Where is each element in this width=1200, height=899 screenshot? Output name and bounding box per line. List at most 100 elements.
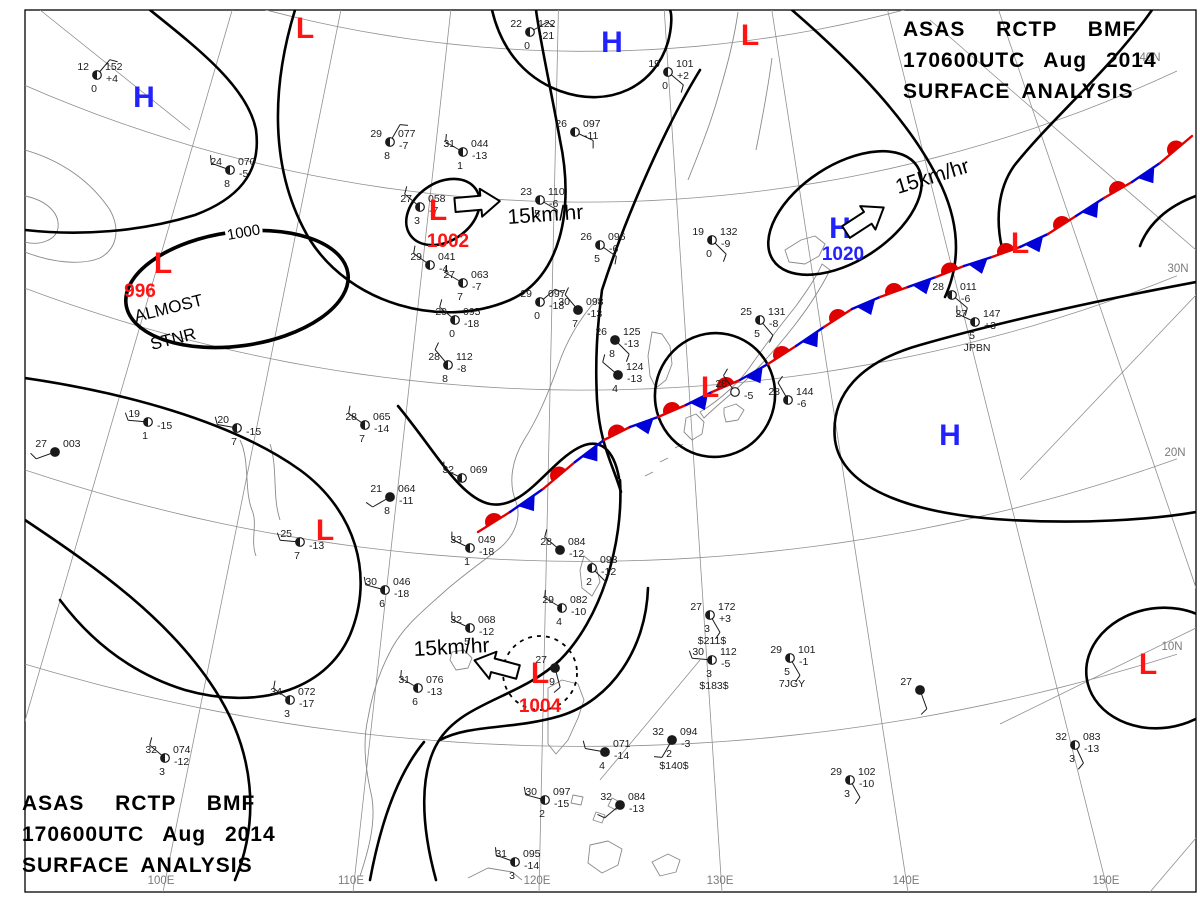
station-dewpoint: 0 xyxy=(449,328,455,340)
station-pressure: 132 xyxy=(720,226,738,238)
station-temp: 31 xyxy=(398,674,410,686)
warm-front-symbol xyxy=(717,377,735,390)
station-change: -18 xyxy=(479,546,494,558)
station-dewpoint: 4 xyxy=(599,760,605,772)
station-change: -10 xyxy=(859,778,874,790)
warm-front-symbol xyxy=(1053,216,1070,230)
cold-front-symbol xyxy=(968,258,988,274)
isobar-line xyxy=(25,518,252,882)
station-temp: 25 xyxy=(740,306,752,318)
wind-barb-feather xyxy=(434,342,439,350)
isobar-line xyxy=(368,740,426,882)
movement-arrows xyxy=(453,187,885,680)
parallel-line xyxy=(264,10,906,52)
wind-barb-feather xyxy=(769,335,774,343)
wind-barb-feather xyxy=(1077,762,1084,770)
station-plot: 34 072-17 3 xyxy=(270,680,316,720)
station-circle-half xyxy=(465,623,470,633)
station-change: -14 xyxy=(614,750,629,762)
longitude-label: 100E xyxy=(148,875,175,887)
station-dewpoint: 3 xyxy=(509,870,515,882)
wind-barb-feather xyxy=(523,786,527,795)
station-pressure: 072 xyxy=(298,686,316,698)
station-temp: 25 xyxy=(280,528,292,540)
station-dewpoint: 3 xyxy=(284,708,290,720)
station-temp: 28 xyxy=(768,386,780,398)
station-change: -7 xyxy=(472,281,481,293)
station-circle-half xyxy=(413,683,418,693)
station-pressure: 084 xyxy=(628,791,646,803)
station-plot: 28 -5 xyxy=(715,368,753,402)
station-circle-half xyxy=(570,127,575,137)
coastline xyxy=(784,235,826,265)
coastline xyxy=(687,11,739,181)
station-pressure: 070 xyxy=(238,156,256,168)
station-circle-half xyxy=(707,655,712,665)
station-plot: 27 xyxy=(900,676,928,715)
station-dewpoint: 7 xyxy=(457,291,463,303)
warm-front-symbol xyxy=(829,309,846,323)
wind-barb-feather xyxy=(582,740,586,749)
station-change: -11 xyxy=(399,495,414,507)
station-plot: 30 112-5 3$183$ xyxy=(688,646,737,692)
station-plot: 31 095-14 3 xyxy=(495,847,541,882)
isobar-line xyxy=(25,376,362,700)
station-change: -8 xyxy=(769,318,778,330)
warm-front-symbol xyxy=(1109,181,1126,195)
station-circle-half xyxy=(755,315,760,325)
meridian-line xyxy=(887,10,1109,892)
wind-barb-feather xyxy=(722,253,727,262)
isobar-line xyxy=(490,10,673,99)
station-plot: 29 082-10 4 xyxy=(542,589,588,628)
station-change: -7 xyxy=(399,140,408,152)
coastlines xyxy=(25,11,831,881)
station-temp: 27 xyxy=(443,269,455,281)
station-circle-half xyxy=(845,775,850,785)
low-center-symbol: L xyxy=(531,657,549,690)
station-dewpoint: 8 xyxy=(442,373,448,385)
station-dewpoint: 5 xyxy=(784,666,790,678)
coastline xyxy=(647,331,673,389)
station-pressure: 097 xyxy=(548,288,566,300)
station-id: $140$ xyxy=(659,760,688,772)
station-dewpoint: 9 xyxy=(549,676,555,688)
station-change: -8 xyxy=(457,363,466,375)
station-circle xyxy=(555,545,565,555)
station-pressure: 011 xyxy=(960,281,977,293)
map-annotation: 15km/hr xyxy=(413,634,490,661)
station-pressure: 124 xyxy=(626,361,644,373)
station-dewpoint: 5 xyxy=(534,208,540,220)
low-center-symbol: L xyxy=(429,194,447,227)
station-pressure: 095 xyxy=(523,848,541,860)
station-temp: 32 xyxy=(600,791,612,803)
station-change: -13 xyxy=(472,150,487,162)
latitude-label: 20N xyxy=(1164,447,1185,459)
station-change: -11 xyxy=(584,130,599,142)
wind-barb-feather xyxy=(445,133,447,143)
station-change: -6 xyxy=(797,398,806,410)
station-change: -6 xyxy=(961,293,970,305)
high-center-symbol: H xyxy=(939,419,961,452)
station-circle xyxy=(915,685,925,695)
station-change: -12 xyxy=(479,626,494,638)
station-change: -5 xyxy=(721,658,730,670)
wind-barb-feather xyxy=(404,186,408,195)
station-pressure: 049 xyxy=(478,534,496,546)
station-temp: 19 xyxy=(648,58,660,70)
coastline xyxy=(723,403,745,423)
wind-barb-feather xyxy=(556,209,558,219)
cold-front-symbol xyxy=(856,299,876,315)
station-dewpoint: 7 xyxy=(572,318,578,330)
coastline xyxy=(25,149,117,263)
station-pressure: 065 xyxy=(373,411,391,423)
station-plot: 27 003 xyxy=(30,438,81,460)
wind-barb-feather xyxy=(602,354,606,363)
station-dewpoint: 5 xyxy=(594,253,600,265)
station-temp: 28 xyxy=(715,378,727,390)
wind-barb-feather xyxy=(214,416,218,425)
station-dewpoint: 5 xyxy=(754,328,760,340)
wind-barb-feather xyxy=(920,708,928,715)
station-pressure: 044 xyxy=(471,138,489,150)
station-dewpoint: 2 xyxy=(539,808,545,820)
